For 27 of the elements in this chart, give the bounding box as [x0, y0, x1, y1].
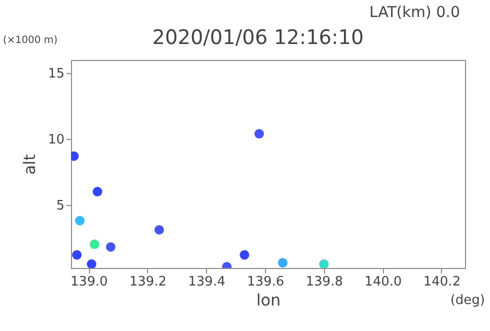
point [90, 240, 100, 250]
point [254, 128, 264, 138]
y-tick-label: 10 [48, 132, 64, 148]
text: (×1000 m) [3, 35, 58, 46]
text: (deg) [450, 293, 485, 308]
y-axis-title: alt [20, 154, 39, 175]
y-tick-label: 5 [56, 198, 64, 214]
point [86, 259, 96, 268]
y-tick-label: 15 [48, 66, 64, 82]
x-tick-label: 139.2 [129, 274, 167, 290]
point [319, 259, 329, 268]
point [278, 258, 288, 268]
point [72, 250, 82, 260]
point [75, 216, 85, 226]
point [240, 250, 250, 260]
text: LAT(km) 0.0 [369, 3, 460, 21]
chart-title: 2020/01/06 12:16:10 [152, 25, 364, 49]
point [92, 186, 102, 196]
x-tick-label: 139.6 [246, 274, 284, 290]
point [154, 225, 164, 235]
x-tick-label: 140.0 [364, 274, 402, 290]
x-tick-label: 140.2 [423, 274, 461, 290]
x-tick-label: 139.4 [188, 274, 226, 290]
x-axis-title: lon [256, 290, 281, 310]
x-tick-label: 139.0 [70, 274, 108, 290]
point [106, 242, 116, 252]
x-tick-label: 139.8 [306, 274, 343, 290]
